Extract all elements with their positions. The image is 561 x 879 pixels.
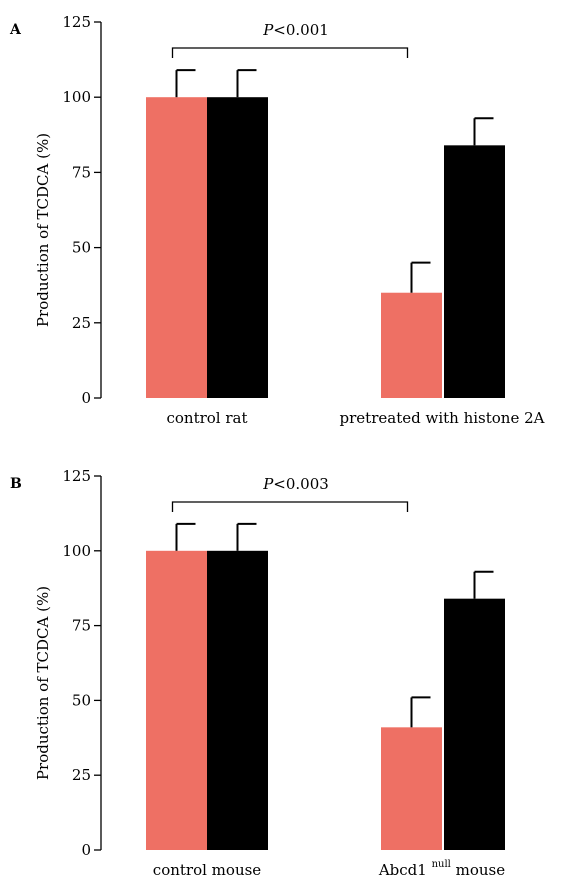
bar [444,145,505,398]
category-label: control mouse [153,861,261,875]
bar [207,550,268,850]
y-axis-label: Production of TCDCA (%) [34,133,52,327]
panel-letter: A [9,22,22,38]
category-label: control rat [166,409,247,427]
bar [381,292,442,398]
category-label: Abcd1 null mouse [378,859,505,875]
y-tick-label: 25 [72,766,91,784]
panel-b: B 0 25 50 75 100 125 Production of TCDCA (%) con… [10,467,505,879]
y-tick-label: 125 [62,13,91,31]
p-value-annotation: P<0.003 [262,475,329,493]
p-value-annotation: P<0.001 [262,21,329,39]
significance-bracket [171,47,409,58]
bar [207,97,268,398]
bar [146,550,207,850]
y-tick-label: 75 [72,163,91,181]
y-tick-label: 125 [62,467,91,485]
y-tick-label: 25 [72,314,91,332]
y-tick-label: 50 [72,691,91,709]
y-tick-label: 100 [62,542,91,560]
y-tick-label: 0 [81,841,91,859]
y-tick-label: 0 [81,389,91,407]
y-tick-label: 50 [72,239,91,257]
panel-letter: B [10,476,22,492]
y-axis-label: Production of TCDCA (%) [34,586,52,780]
bar [146,97,207,398]
bar [381,727,442,850]
significance-bracket [171,501,409,512]
category-label: pretreated with histone 2A [340,409,545,427]
panel-a: A 0 25 50 75 100 125 Production of TCDCA (%) con… [9,13,545,427]
y-tick-label: 75 [72,617,91,635]
y-tick-label: 100 [62,88,91,106]
bar [444,598,505,850]
